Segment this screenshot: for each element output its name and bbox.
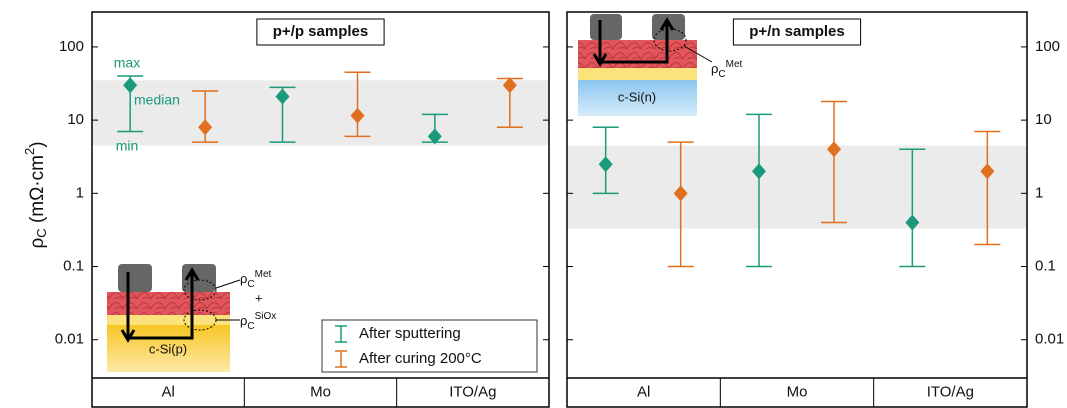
x-tick-label: Mo	[310, 383, 331, 400]
substrate	[578, 80, 697, 116]
contact-circle	[183, 279, 217, 301]
annotation: max	[114, 55, 140, 71]
median-marker	[427, 128, 442, 145]
inset-right: c-Si(n) ρCMet	[578, 14, 743, 116]
legend: After sputtering After curing 200°C	[321, 319, 538, 373]
y-label-unit: (mΩ·cm	[27, 155, 48, 228]
leader	[683, 45, 713, 63]
range-band	[567, 145, 1027, 229]
y-tick-label: 1	[1035, 184, 1043, 201]
median-marker	[350, 107, 365, 124]
legend-label: After curing 200°C	[359, 350, 482, 367]
y-tick-label: 10	[67, 111, 84, 128]
poly-layer	[107, 292, 230, 315]
median-marker	[502, 77, 517, 94]
x-tick-label: Al	[161, 383, 174, 400]
rho-sup: Met	[726, 59, 743, 70]
inset-left: c-Si(p) ρCMet + ρCSiOx	[107, 264, 276, 372]
y-tick-label: 0.1	[63, 257, 84, 274]
panel: 100 10 1 0.1 0.01 Al Mo ITO/Ag p+/p samples	[55, 11, 550, 408]
median-marker	[123, 77, 138, 94]
plot-frame	[91, 11, 550, 408]
median-marker	[673, 185, 688, 202]
panel-title: p+/n samples	[749, 23, 844, 40]
arrow-head	[120, 267, 200, 343]
panel: 100 10 1 0.1 0.01 Al Mo ITO/Ag p+/n samples	[566, 11, 1064, 408]
median-marker	[275, 88, 290, 105]
inset-label: ρCMet	[711, 59, 743, 80]
y-tick-label: 0.1	[1035, 257, 1056, 274]
x-tick-label: ITO/Ag	[449, 383, 496, 400]
median-marker	[198, 119, 213, 136]
contact-circle	[653, 28, 687, 52]
y-label-close: )	[27, 141, 48, 147]
inset-label: c-Si(p)	[149, 341, 187, 356]
leader	[215, 279, 241, 289]
annotation: median	[134, 92, 180, 108]
y-tick-label: 0.01	[55, 331, 84, 348]
rho: ρ	[240, 271, 247, 286]
rho: ρ	[240, 313, 247, 328]
y-tick-label: 10	[1035, 111, 1052, 128]
rho-sub: C	[247, 321, 254, 332]
median-marker	[598, 156, 613, 173]
title-box	[732, 18, 862, 46]
rho-sub: C	[247, 279, 254, 290]
y-label-main: ρ	[27, 238, 48, 249]
y-label-sup: 2	[22, 148, 37, 155]
x-tick-label: Al	[637, 383, 650, 400]
arrow-head	[592, 17, 675, 67]
panel-title: p+/p samples	[273, 23, 368, 40]
poly-layer	[578, 40, 697, 68]
y-tick-label: 100	[59, 38, 84, 55]
siox	[107, 315, 230, 325]
rho-sup: Met	[255, 269, 272, 280]
title-box	[256, 18, 385, 46]
y-axis-label: ρC (mΩ·cm2)	[22, 141, 49, 248]
siox	[578, 68, 697, 80]
median-marker	[827, 141, 841, 158]
rho-sup: SiOx	[255, 311, 277, 322]
legend-box	[321, 319, 538, 373]
rho: ρ	[711, 61, 718, 76]
y-label-sub: C	[34, 228, 49, 237]
inset-label: c-Si(n)	[618, 89, 656, 104]
current-path	[126, 272, 194, 340]
y-tick-label: 100	[1035, 38, 1060, 55]
median-marker	[905, 214, 920, 231]
x-tick-label: ITO/Ag	[927, 383, 974, 400]
y-tick-label: 1	[76, 184, 84, 201]
annotation: min	[116, 138, 139, 154]
median-marker	[752, 163, 766, 180]
rho-sub: C	[718, 69, 725, 80]
inset-label: ρCSiOx	[240, 311, 276, 332]
legend-label: After sputtering	[359, 325, 461, 342]
y-tick-label: 0.01	[1035, 331, 1064, 348]
median-marker	[980, 163, 995, 180]
plot-frame	[566, 11, 1028, 408]
range-band	[92, 80, 549, 146]
current-path	[598, 20, 669, 64]
inset-label: ρCMet	[240, 269, 272, 290]
inset-label: +	[255, 290, 263, 305]
x-tick-label: Mo	[787, 383, 808, 400]
contact	[118, 264, 152, 292]
contact	[590, 14, 622, 40]
